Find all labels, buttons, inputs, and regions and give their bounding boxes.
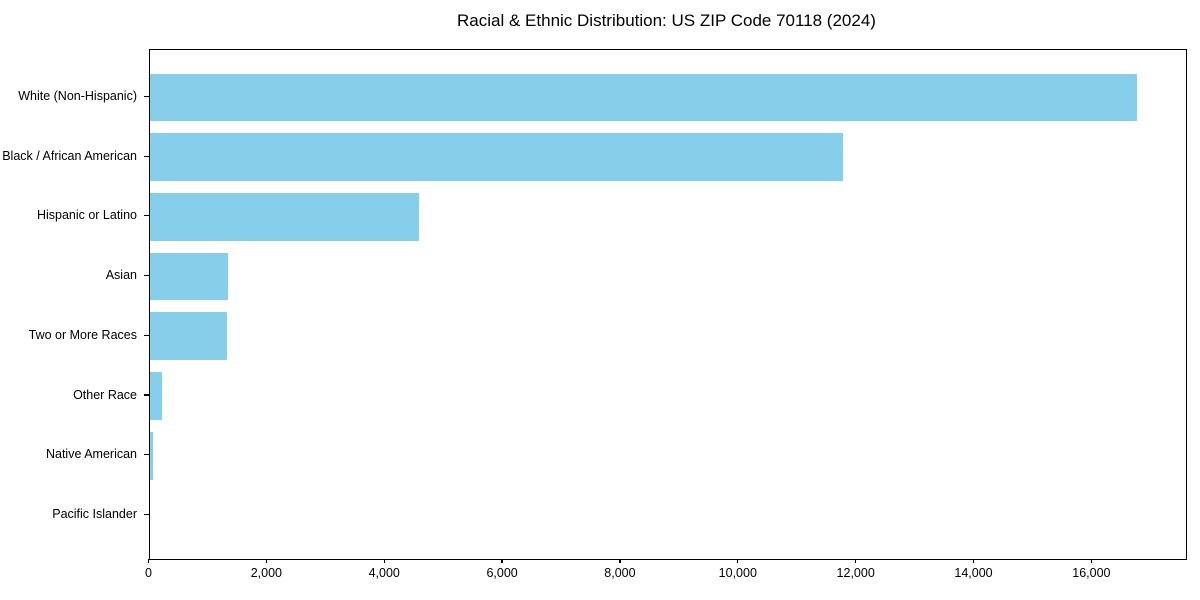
- x-tick-mark: [383, 558, 385, 563]
- y-axis-category-label: Hispanic or Latino: [36, 208, 137, 223]
- x-axis-tick-label: 6,000: [486, 566, 518, 580]
- y-axis-category-label: Black / African American: [2, 148, 137, 163]
- plot-area: [148, 48, 1187, 560]
- x-tick-mark: [737, 558, 739, 563]
- y-axis-category-label: White (Non-Hispanic): [18, 89, 137, 103]
- x-axis-tick-label: 4,000: [368, 566, 400, 580]
- y-tick-mark: [144, 454, 149, 456]
- chart-title: Racial & Ethnic Distribution: US ZIP Cod…: [457, 11, 876, 30]
- y-axis-category-label: Pacific Islander: [52, 506, 137, 521]
- x-axis-tick-label: 16,000: [1072, 566, 1111, 580]
- x-axis-tick-label: 2,000: [250, 566, 282, 580]
- x-axis-tick-label: 10,000: [718, 566, 757, 580]
- y-axis-category-label: Native American: [45, 447, 137, 462]
- bar-native-american: [149, 431, 154, 480]
- y-tick-mark: [144, 513, 149, 515]
- y-axis-category-label: Other Race: [73, 387, 137, 402]
- bar-white-non-hispanic: [149, 73, 1137, 122]
- x-tick-mark: [501, 558, 503, 563]
- bar-black-african-american: [149, 133, 843, 182]
- y-tick-mark: [144, 95, 149, 98]
- bar-two-or-more-races: [149, 312, 228, 361]
- bar-hispanic-or-latino: [149, 193, 419, 241]
- bar-other-race: [149, 372, 163, 420]
- x-axis-tick-label: 8,000: [604, 566, 636, 580]
- y-axis-category-label: Asian: [105, 268, 137, 283]
- x-tick-mark: [619, 558, 621, 563]
- x-tick-mark: [265, 558, 267, 563]
- x-axis-tick-label: 14,000: [954, 566, 993, 580]
- y-tick-mark: [144, 215, 149, 217]
- x-axis-tick-label: 0: [145, 566, 152, 580]
- x-tick-mark: [855, 558, 857, 563]
- x-tick-mark: [147, 558, 150, 563]
- y-tick-mark: [144, 155, 149, 157]
- x-axis-tick-label: 12,000: [836, 566, 875, 580]
- x-tick-mark: [1090, 558, 1092, 563]
- x-tick-mark: [972, 558, 975, 563]
- y-axis-category-label: Two or More Races: [28, 327, 137, 342]
- y-tick-mark: [144, 394, 149, 396]
- bar-asian: [149, 252, 229, 301]
- y-tick-mark: [144, 334, 149, 336]
- y-tick-mark: [144, 275, 149, 277]
